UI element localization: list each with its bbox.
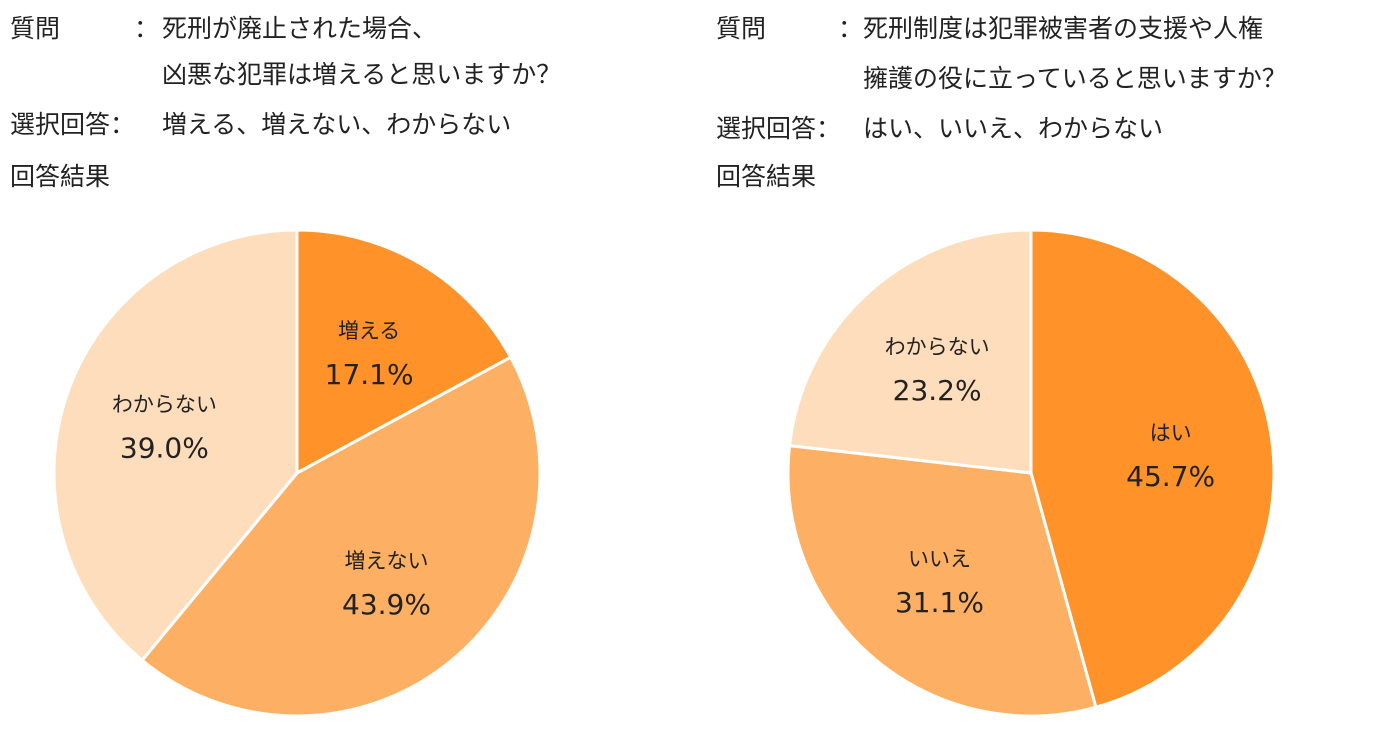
pie-slice-not-increase [140,355,542,718]
results-label: 回答結果 [10,162,111,191]
slice-label-yes: はい [1150,421,1192,445]
slice-value-yes: 45.7% [1126,460,1215,493]
pie-slice-no [786,444,1098,718]
question-line-1: 死刑制度は犯罪被害者の支援や人権 [863,14,1264,43]
question-label: 質問 [10,14,61,43]
slice-label-dont-know: わからない [885,335,990,359]
chart-panel-left: 質問 ： 死刑が廃止された場合、 凶悪な犯罪は増えると思いますか？ 選択回答： … [10,14,562,718]
slice-label-dont-know: わからない [112,392,217,416]
question-colon: ： [838,14,864,43]
pie-slice-dont-know [52,228,299,662]
slice-value-increase: 17.1% [325,358,414,391]
question-line-1: 死刑が廃止された場合、 [162,14,438,43]
slice-label-no: いいえ [908,547,971,571]
choices-text: 増える、増えない、わからない [162,110,512,139]
slice-value-not-increase: 43.9% [342,588,431,621]
pie-chart: はい 45.7% いいえ 31.1% わからない 23.2% [786,228,1276,718]
pie-slice-increase [295,228,513,475]
slice-label-increase: 増える [338,319,400,343]
slice-value-dont-know: 23.2% [893,374,982,407]
choices-label: 選択回答： [10,110,136,139]
choices-label: 選択回答： [716,114,842,143]
slice-label-not-increase: 増えない [344,549,428,573]
question-colon: ： [134,14,160,43]
pie-chart: 増える 17.1% 増えない 43.9% わからない 39.0% [52,228,542,718]
choices-text: はい、いいえ、わからない [863,114,1164,143]
slice-value-no: 31.1% [895,586,984,619]
question-label: 質問 [716,14,767,43]
question-line-2: 擁護の役に立っていると思いますか？ [863,64,1287,93]
pie-slice-yes [1029,228,1276,709]
results-label: 回答結果 [716,162,817,191]
slice-value-dont-know: 39.0% [120,431,209,464]
chart-panel-right: 質問 ： 死刑制度は犯罪被害者の支援や人権 擁護の役に立っていると思いますか？ … [708,0,1388,746]
question-line-2: 凶悪な犯罪は増えると思いますか？ [162,60,562,89]
pie-slice-dont-know [788,228,1033,475]
